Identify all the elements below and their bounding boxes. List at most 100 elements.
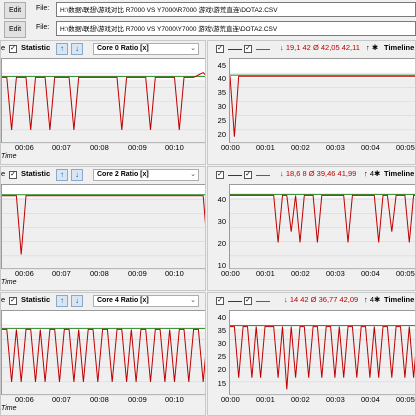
cut-label: e (1, 169, 6, 178)
time-axis-label: Time (1, 405, 17, 412)
y-tick: 40 (217, 74, 226, 83)
x-tick: 00:01 (256, 143, 275, 152)
y-tick: 35 (217, 326, 226, 335)
left-graph-panel: e ✓ Statistic ↑ ↓ Core 4 Ratio [x] ⌄ 00:0… (0, 292, 206, 416)
chevron-down-icon: ⌄ (190, 171, 196, 178)
x-tick: 00:05 (396, 269, 415, 278)
graph-plot[interactable] (1, 310, 205, 396)
x-tick: 00:02 (291, 269, 310, 278)
chart-svg (2, 194, 205, 270)
y-tick: 25 (217, 352, 226, 361)
panel-toolbar: e ✓ Statistic ↑ ↓ Core 0 Ratio [x] ⌄ (1, 41, 205, 57)
file-path-input[interactable]: H:\数据\联想\游戏对比 R7000 VS Y7000\Y7000 游戏\游荒… (56, 21, 416, 36)
chart-svg (230, 72, 415, 144)
sensor-select-value: Core 0 Ratio [x] (97, 45, 149, 52)
y-tick: 25 (217, 116, 226, 125)
y-tick: 45 (217, 61, 226, 70)
x-tick: 00:00 (221, 143, 240, 152)
baseline-band (230, 78, 415, 144)
x-tick: 00:10 (165, 395, 184, 404)
statistic-up-button[interactable]: ↑ (56, 43, 68, 55)
baseline-band (2, 79, 205, 144)
x-tick: 00:03 (326, 269, 345, 278)
x-tick: 00:06 (15, 395, 34, 404)
checkbox[interactable]: ✓ (216, 171, 224, 179)
time-axis-label: Time (1, 153, 17, 160)
y-tick: 10 (217, 261, 226, 270)
panel-toolbar: e ✓ Statistic ↑ ↓ Core 2 Ratio [x] ⌄ (1, 167, 205, 183)
series-a-line (2, 328, 205, 383)
statistic-label: Statistic (21, 169, 51, 178)
x-tick: 00:06 (15, 143, 34, 152)
graph-plot[interactable] (229, 310, 415, 396)
right-graph-panel: ✓ ✓ ↓ 14 42 Ø 36,77 42,09 ↑ 4✱ Timeline … (207, 292, 416, 416)
cut-label: e (1, 295, 6, 304)
x-tick: 00:05 (396, 395, 415, 404)
file-path-input[interactable]: H:\数据\联想\游戏对比 R7000 VS Y7000\R7000 游戏\游荒… (56, 2, 416, 17)
x-tick: 00:04 (361, 269, 380, 278)
x-tick: 00:09 (128, 395, 147, 404)
checkbox[interactable]: ✓ (9, 297, 17, 305)
chart-svg (230, 324, 415, 396)
y-tick: 15 (217, 379, 226, 388)
statistic-down-button[interactable]: ↓ (71, 169, 83, 181)
baseline-band (2, 331, 205, 396)
sensor-select[interactable]: Core 2 Ratio [x] ⌄ (93, 169, 199, 181)
file-bar-1: Edit File: H:\数据\联想\游戏对比 R7000 VS Y7000\… (0, 0, 416, 20)
file-label: File: (36, 5, 50, 12)
x-tick: 00:01 (256, 395, 275, 404)
series-a-line (230, 326, 415, 390)
chevron-down-icon: ⌄ (190, 45, 196, 52)
statistic-up-button[interactable]: ↑ (56, 169, 68, 181)
x-tick: 00:07 (52, 143, 71, 152)
x-tick: 00:03 (326, 395, 345, 404)
x-tick: 00:03 (326, 143, 345, 152)
series-a-line (230, 194, 415, 243)
y-tick: 35 (217, 88, 226, 97)
series-a-line (2, 195, 205, 255)
x-tick: 00:08 (90, 143, 109, 152)
x-tick: 00:08 (90, 269, 109, 278)
checkbox[interactable]: ✓ (244, 45, 252, 53)
x-tick: 00:07 (52, 269, 71, 278)
sensor-select[interactable]: Core 0 Ratio [x] ⌄ (93, 43, 199, 55)
series-a-line-icon (228, 175, 242, 176)
time-axis-label: Time (1, 279, 17, 286)
graph-plot[interactable] (229, 58, 415, 144)
baseline-band (2, 197, 205, 270)
y-tick: 20 (217, 365, 226, 374)
checkbox[interactable]: ✓ (244, 171, 252, 179)
y-tick: 30 (217, 102, 226, 111)
checkbox[interactable]: ✓ (9, 45, 17, 53)
chart-svg (2, 324, 205, 396)
statistic-up-button[interactable]: ↑ (56, 295, 68, 307)
checkbox[interactable]: ✓ (9, 171, 17, 179)
checkbox[interactable]: ✓ (244, 297, 252, 305)
x-tick: 00:10 (165, 143, 184, 152)
series-a-line (230, 75, 415, 137)
file-bar-2: Edit File: H:\数据\联想\游戏对比 R7000 VS Y7000\… (0, 19, 416, 39)
edit-button[interactable]: Edit (4, 2, 26, 19)
edit-button[interactable]: Edit (4, 21, 26, 38)
sensor-select[interactable]: Core 4 Ratio [x] ⌄ (93, 295, 199, 307)
statistic-down-button[interactable]: ↓ (71, 295, 83, 307)
graph-plot[interactable] (229, 184, 415, 270)
series-a-line (2, 71, 205, 131)
baseline-band (230, 328, 415, 396)
x-tick: 00:06 (15, 269, 34, 278)
series-b-line-icon (256, 49, 270, 50)
left-graph-panel: e ✓ Statistic ↑ ↓ Core 0 Ratio [x] ⌄ 00:0… (0, 40, 206, 165)
y-tick: 40 (217, 313, 226, 322)
file-label: File: (36, 24, 50, 31)
checkbox[interactable]: ✓ (216, 297, 224, 305)
statistic-down-button[interactable]: ↓ (71, 43, 83, 55)
checkbox[interactable]: ✓ (216, 45, 224, 53)
baseline-band (230, 197, 415, 270)
x-tick: 00:02 (291, 395, 310, 404)
graph-plot[interactable] (1, 58, 205, 144)
x-tick: 00:09 (128, 143, 147, 152)
panel-toolbar: ✓ ✓ ↓ 19,1 42 Ø 42,05 42,11 ↑ ✱ Timeline (208, 41, 415, 57)
series-b-line-icon (256, 301, 270, 302)
graph-plot[interactable] (1, 184, 205, 270)
cut-label: e (1, 43, 6, 52)
